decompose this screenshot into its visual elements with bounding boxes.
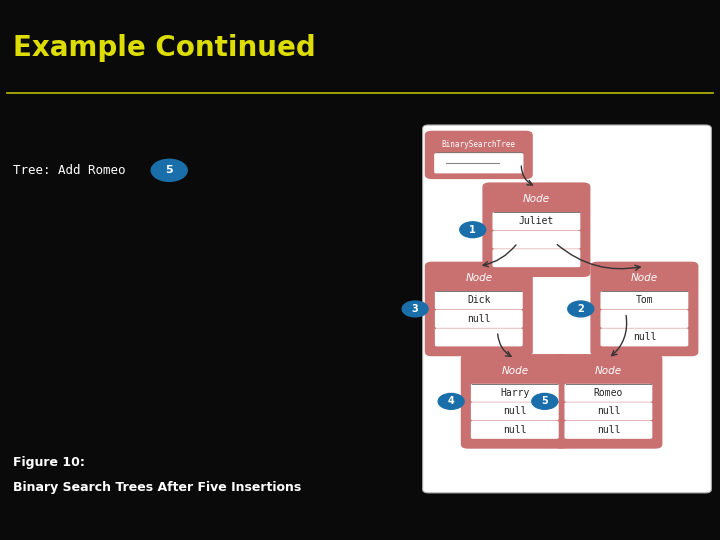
Text: Node: Node	[631, 273, 658, 283]
Text: null: null	[467, 314, 490, 324]
Text: Node: Node	[523, 194, 550, 204]
Text: null: null	[633, 333, 656, 342]
FancyBboxPatch shape	[461, 354, 569, 449]
FancyBboxPatch shape	[600, 310, 688, 328]
FancyBboxPatch shape	[590, 262, 698, 356]
FancyBboxPatch shape	[425, 131, 533, 179]
Text: BinarySearchTree: BinarySearchTree	[442, 140, 516, 149]
Text: 3: 3	[412, 304, 418, 314]
Text: 5: 5	[166, 165, 173, 176]
Circle shape	[532, 394, 558, 409]
FancyBboxPatch shape	[425, 262, 533, 356]
Text: Node: Node	[465, 273, 492, 283]
Circle shape	[402, 301, 428, 317]
Text: Juliet: Juliet	[519, 216, 554, 226]
Text: 2: 2	[577, 304, 584, 314]
FancyBboxPatch shape	[423, 125, 711, 493]
FancyBboxPatch shape	[471, 402, 559, 420]
Text: Dick: Dick	[467, 295, 490, 306]
Text: 4: 4	[448, 396, 454, 407]
FancyBboxPatch shape	[435, 310, 523, 328]
Text: 1: 1	[469, 225, 476, 235]
FancyBboxPatch shape	[564, 384, 652, 402]
Text: Binary Search Trees After Five Insertions: Binary Search Trees After Five Insertion…	[13, 481, 301, 494]
FancyBboxPatch shape	[471, 421, 559, 439]
FancyBboxPatch shape	[435, 292, 523, 309]
Text: null: null	[597, 406, 620, 416]
Text: Figure 10:: Figure 10:	[13, 456, 85, 469]
Circle shape	[151, 159, 187, 181]
Text: 5: 5	[541, 396, 548, 407]
Text: Tree: Add Romeo: Tree: Add Romeo	[13, 164, 125, 177]
Text: Tom: Tom	[636, 295, 653, 306]
FancyBboxPatch shape	[564, 421, 652, 439]
Text: null: null	[597, 425, 620, 435]
Text: null: null	[503, 406, 526, 416]
Text: Romeo: Romeo	[594, 388, 623, 398]
Circle shape	[460, 222, 486, 238]
FancyBboxPatch shape	[564, 402, 652, 420]
Circle shape	[568, 301, 594, 317]
Text: Node: Node	[501, 366, 528, 375]
Text: null: null	[503, 425, 526, 435]
Text: Node: Node	[595, 366, 622, 375]
Text: Harry: Harry	[500, 388, 529, 398]
FancyBboxPatch shape	[434, 153, 523, 173]
FancyBboxPatch shape	[600, 328, 688, 346]
FancyBboxPatch shape	[492, 231, 580, 249]
FancyBboxPatch shape	[492, 212, 580, 230]
FancyBboxPatch shape	[435, 328, 523, 346]
Circle shape	[438, 394, 464, 409]
FancyBboxPatch shape	[554, 354, 662, 449]
FancyBboxPatch shape	[471, 384, 559, 402]
FancyBboxPatch shape	[600, 292, 688, 309]
Text: Example Continued: Example Continued	[13, 34, 315, 62]
FancyBboxPatch shape	[482, 183, 590, 277]
FancyBboxPatch shape	[492, 249, 580, 267]
